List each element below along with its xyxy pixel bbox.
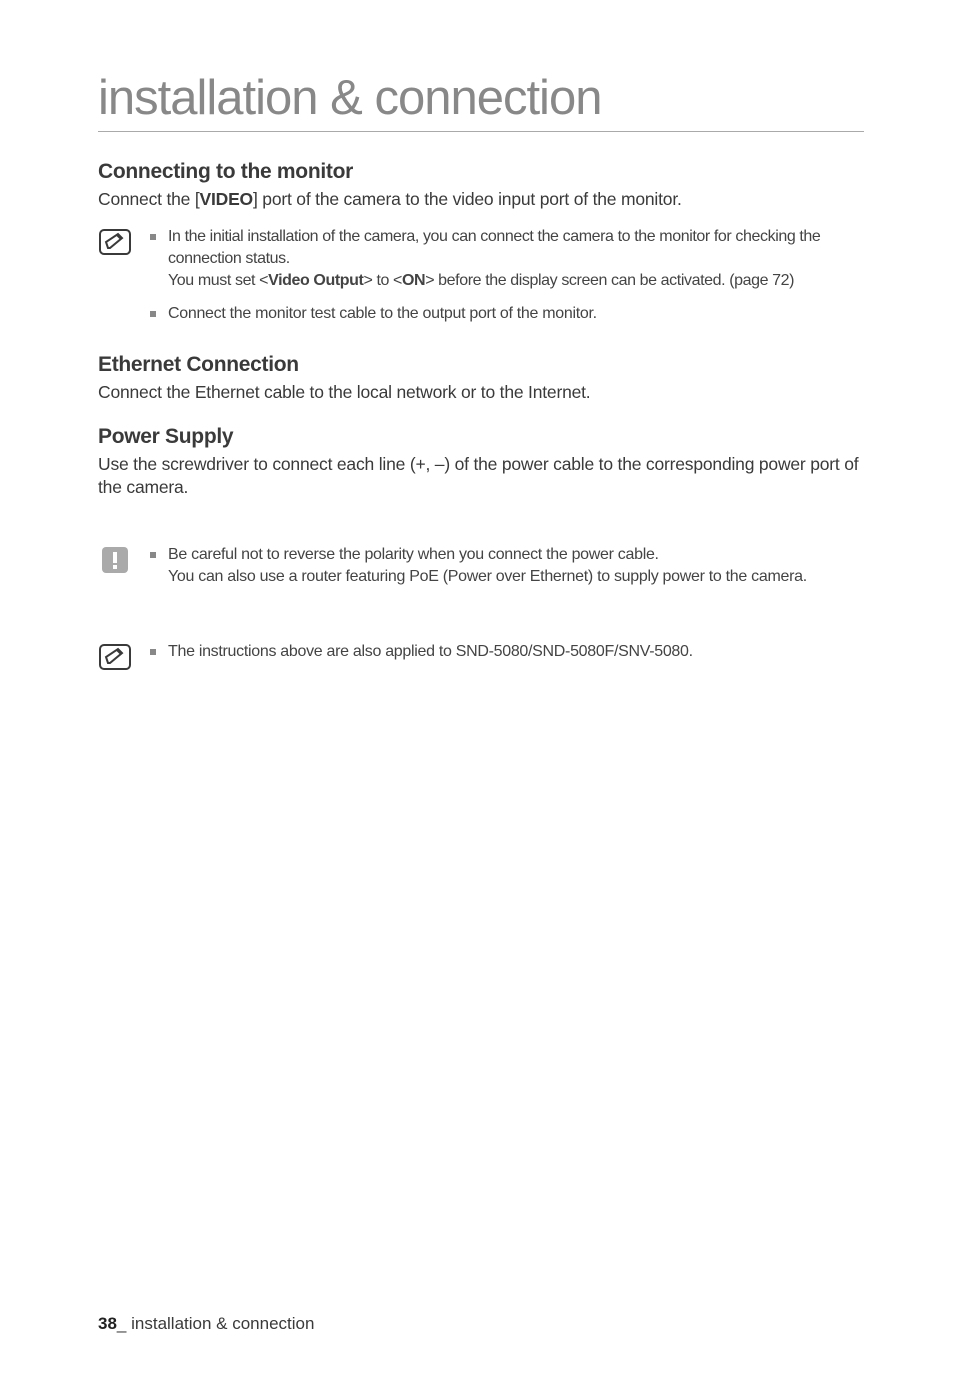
section-heading-power: Power Supply bbox=[98, 425, 864, 449]
note3-item1: The instructions above are also applied … bbox=[150, 641, 864, 663]
section-heading-ethernet: Ethernet Connection bbox=[98, 353, 864, 377]
footer-separator: _ bbox=[117, 1314, 131, 1333]
note2-item1: Be careful not to reverse the polarity w… bbox=[150, 544, 864, 589]
monitor-body-part1: VIDEO bbox=[200, 189, 253, 209]
note-block-3: The instructions above are also applied … bbox=[98, 641, 864, 673]
note1-item2: Connect the monitor test cable to the ou… bbox=[150, 303, 864, 325]
footer-text: installation & connection bbox=[131, 1314, 314, 1333]
note2-item1-line1: Be careful not to reverse the polarity w… bbox=[168, 546, 659, 563]
note1-item1-line2-p2: > to < bbox=[363, 272, 402, 289]
note-list-1: In the initial installation of the camer… bbox=[150, 226, 864, 336]
note1-item1-line2-p4: > before the display screen can be activ… bbox=[425, 272, 794, 289]
monitor-body-part2: ] port of the camera to the video input … bbox=[253, 189, 682, 209]
section-body-ethernet: Connect the Ethernet cable to the local … bbox=[98, 381, 864, 405]
note-list-2: Be careful not to reverse the polarity w… bbox=[150, 544, 864, 599]
note-list-3: The instructions above are also applied … bbox=[150, 641, 864, 673]
page-footer: 38_ installation & connection bbox=[98, 1314, 314, 1334]
note-block-1: In the initial installation of the camer… bbox=[98, 226, 864, 336]
note2-item1-line2: You can also use a router featuring PoE … bbox=[168, 568, 807, 585]
note1-item1-line2-p1: Video Output bbox=[268, 272, 363, 289]
note1-item1: In the initial installation of the camer… bbox=[150, 226, 864, 293]
page-title: installation & connection bbox=[98, 70, 864, 132]
page-number: 38 bbox=[98, 1314, 117, 1333]
monitor-body-part0: Connect the [ bbox=[98, 189, 200, 209]
alert-note-icon bbox=[98, 546, 132, 574]
note-block-2: Be careful not to reverse the polarity w… bbox=[98, 544, 864, 599]
note1-item1-line2-p0: You must set < bbox=[168, 272, 268, 289]
section-body-monitor: Connect the [VIDEO] port of the camera t… bbox=[98, 188, 864, 212]
note1-item1-line2-p3: ON bbox=[402, 272, 425, 289]
section-heading-monitor: Connecting to the monitor bbox=[98, 160, 864, 184]
section-body-power: Use the screwdriver to connect each line… bbox=[98, 453, 864, 500]
pencil-note-icon bbox=[98, 643, 132, 671]
note1-item1-line1: In the initial installation of the camer… bbox=[168, 228, 820, 267]
pencil-note-icon bbox=[98, 228, 132, 256]
